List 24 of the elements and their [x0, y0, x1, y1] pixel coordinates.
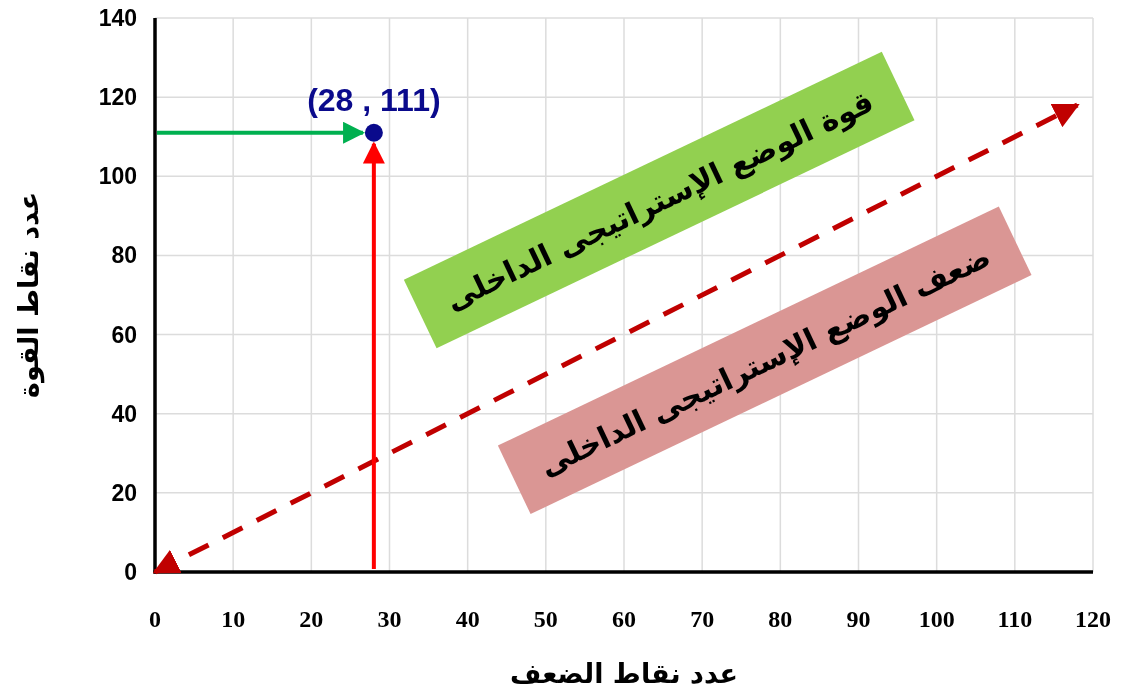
x-tick-label: 50 — [533, 606, 558, 632]
y-axis-title: عدد نقاط القوة — [13, 191, 45, 399]
y-tick-label: 100 — [98, 163, 137, 190]
annotation: (28 , 111) — [307, 81, 441, 118]
y-tick-label: 120 — [98, 84, 137, 111]
x-tick-label: 80 — [768, 606, 793, 632]
x-tick-label: 20 — [299, 606, 324, 632]
x-tick-label: 30 — [377, 606, 402, 632]
y-tick-label: 0 — [124, 559, 137, 585]
x-tick-label: 100 — [918, 606, 955, 632]
x-tick-label: 40 — [455, 606, 480, 632]
x-tick-label: 90 — [846, 606, 871, 632]
x-tick-label: 120 — [1075, 606, 1111, 632]
y-tick-label: 80 — [111, 242, 137, 269]
x-tick-label: 60 — [612, 606, 636, 632]
x-tick-label: 70 — [690, 606, 715, 632]
x-axis-title: عدد نقاط الضعف — [510, 658, 738, 689]
x-tick-label: 110 — [997, 606, 1033, 632]
y-tick-label: 20 — [111, 479, 137, 506]
x-tick-label: 10 — [221, 606, 246, 632]
y-tick-label: 140 — [98, 5, 137, 31]
y-tick-label: 40 — [111, 400, 137, 427]
x-tick-label: 0 — [149, 606, 161, 632]
y-tick-label: 60 — [111, 321, 137, 348]
